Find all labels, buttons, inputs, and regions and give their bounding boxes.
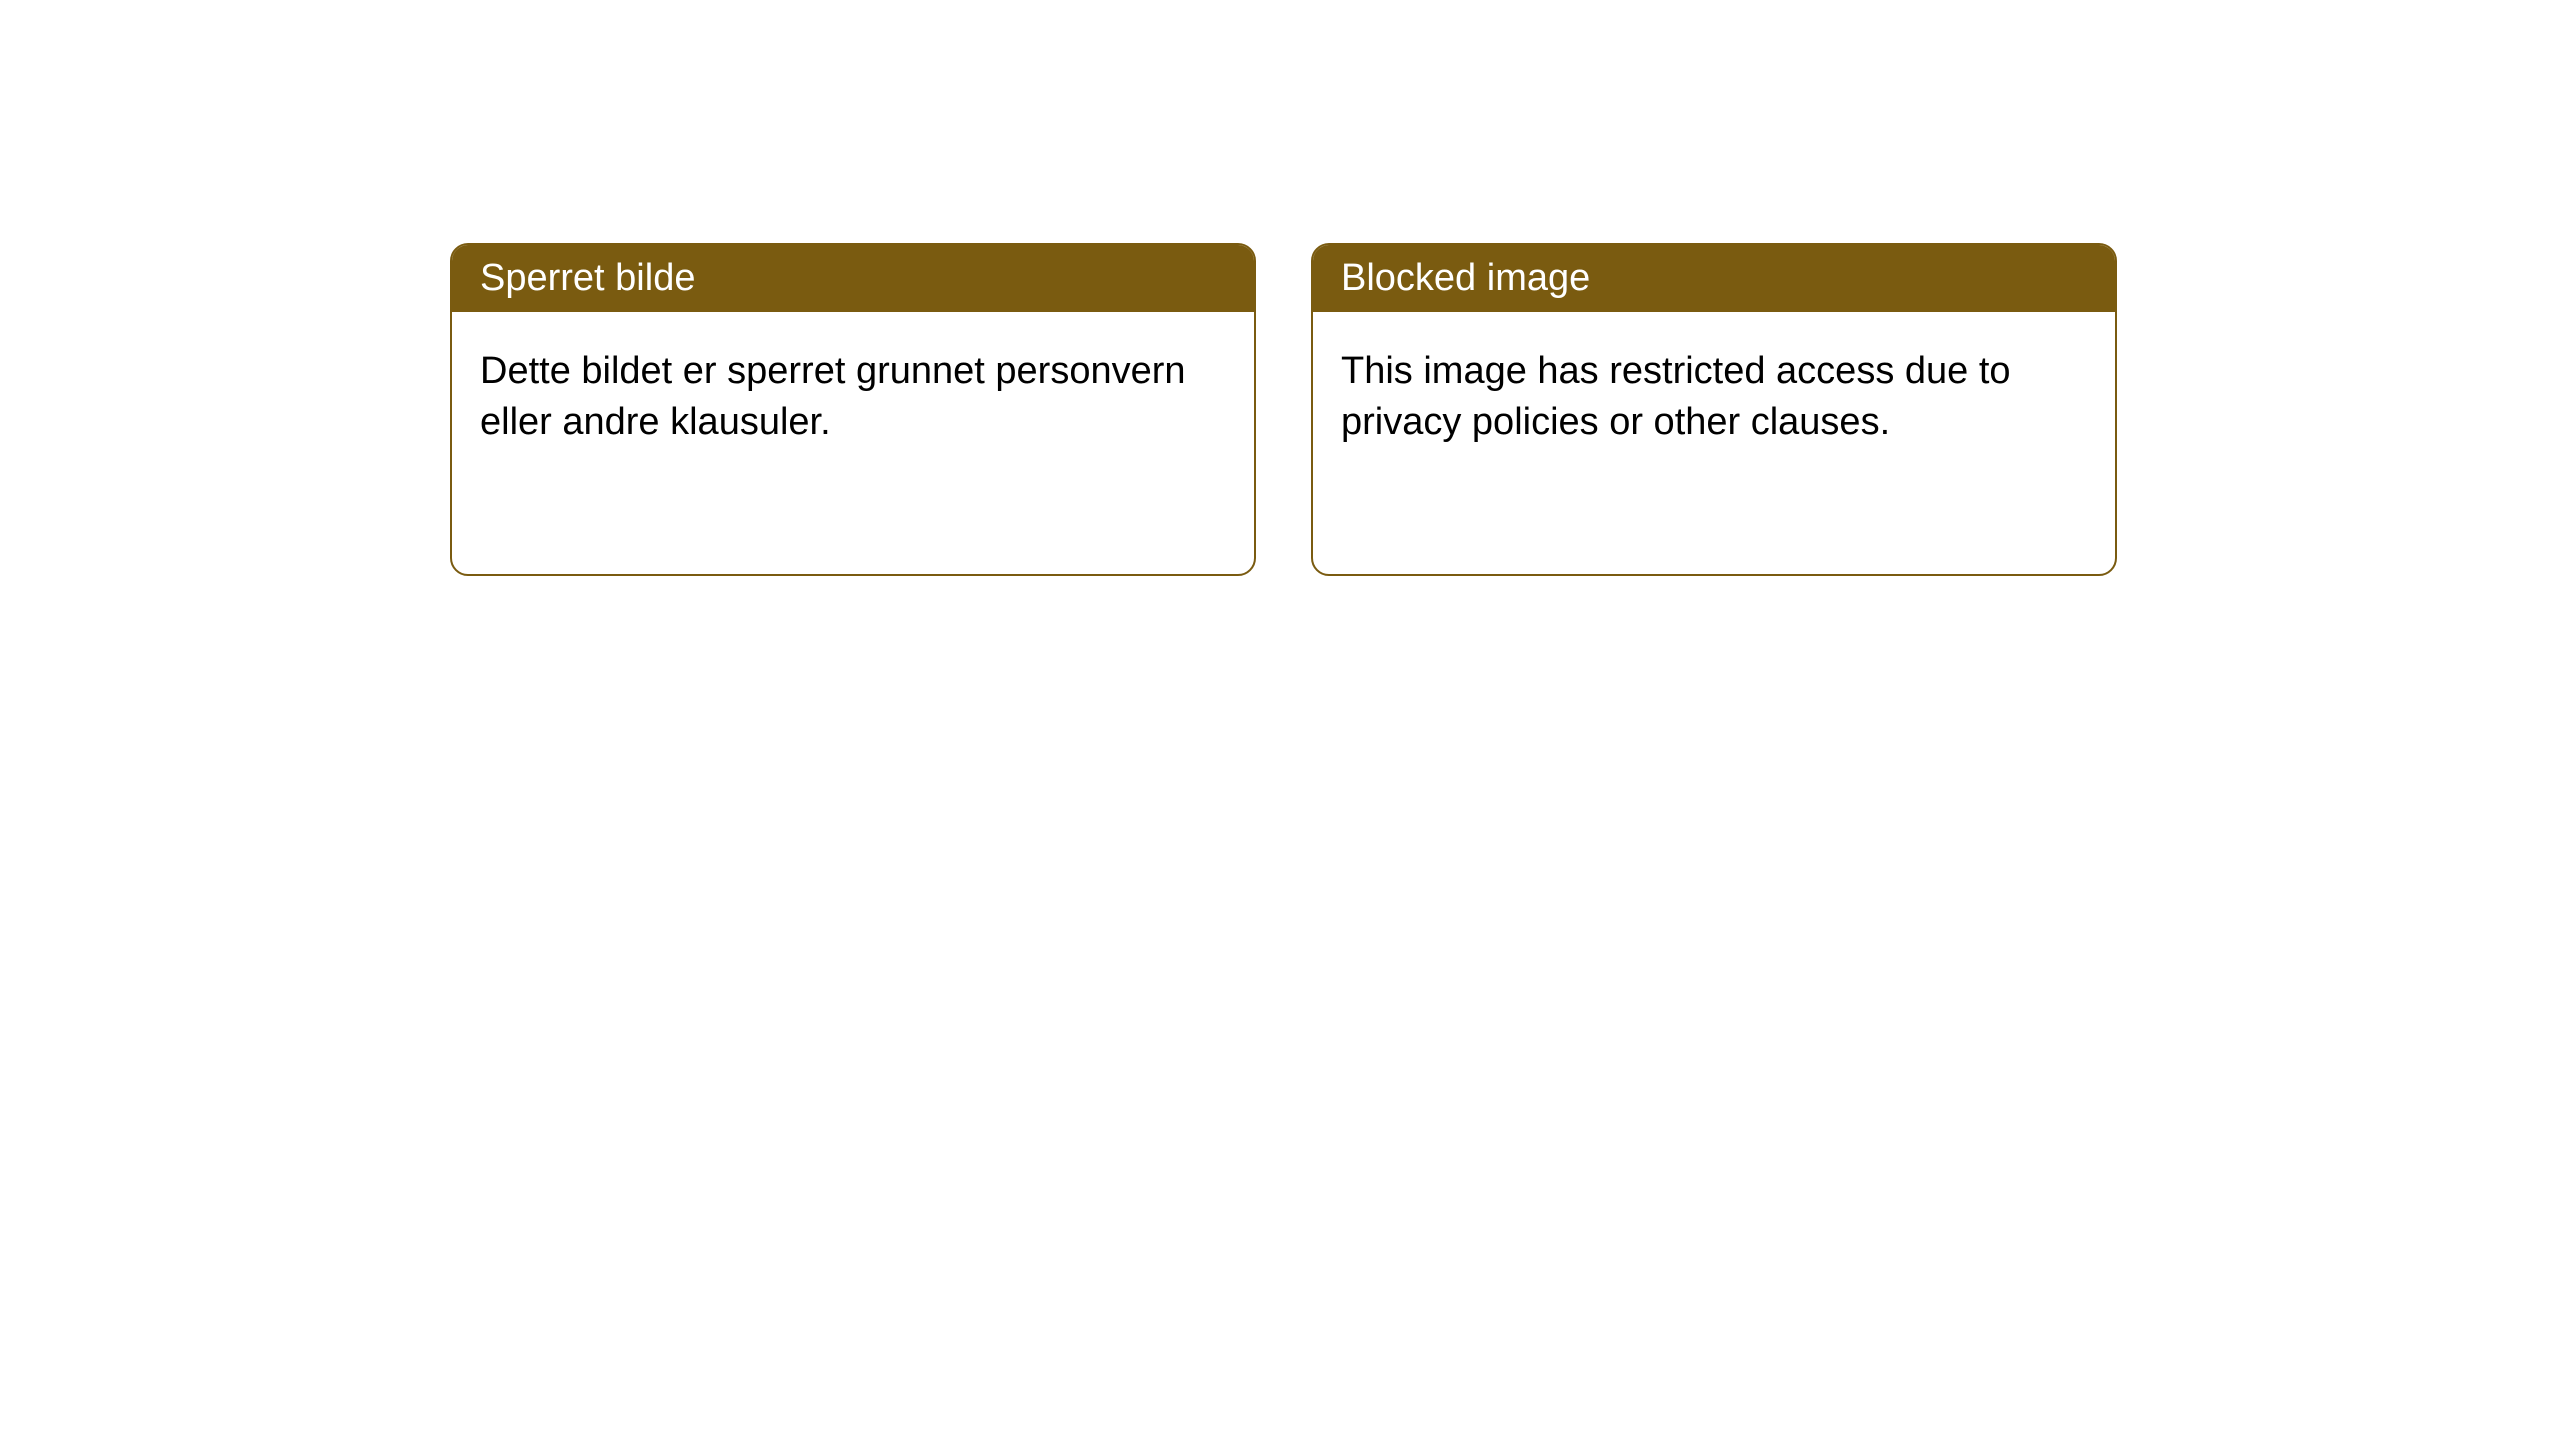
blocked-image-card-no: Sperret bilde Dette bildet er sperret gr… — [450, 243, 1256, 576]
card-body: Dette bildet er sperret grunnet personve… — [452, 312, 1254, 483]
blocked-image-card-en: Blocked image This image has restricted … — [1311, 243, 2117, 576]
card-title: Blocked image — [1313, 245, 2115, 312]
card-body: This image has restricted access due to … — [1313, 312, 2115, 483]
cards-container: Sperret bilde Dette bildet er sperret gr… — [450, 243, 2117, 576]
card-title: Sperret bilde — [452, 245, 1254, 312]
